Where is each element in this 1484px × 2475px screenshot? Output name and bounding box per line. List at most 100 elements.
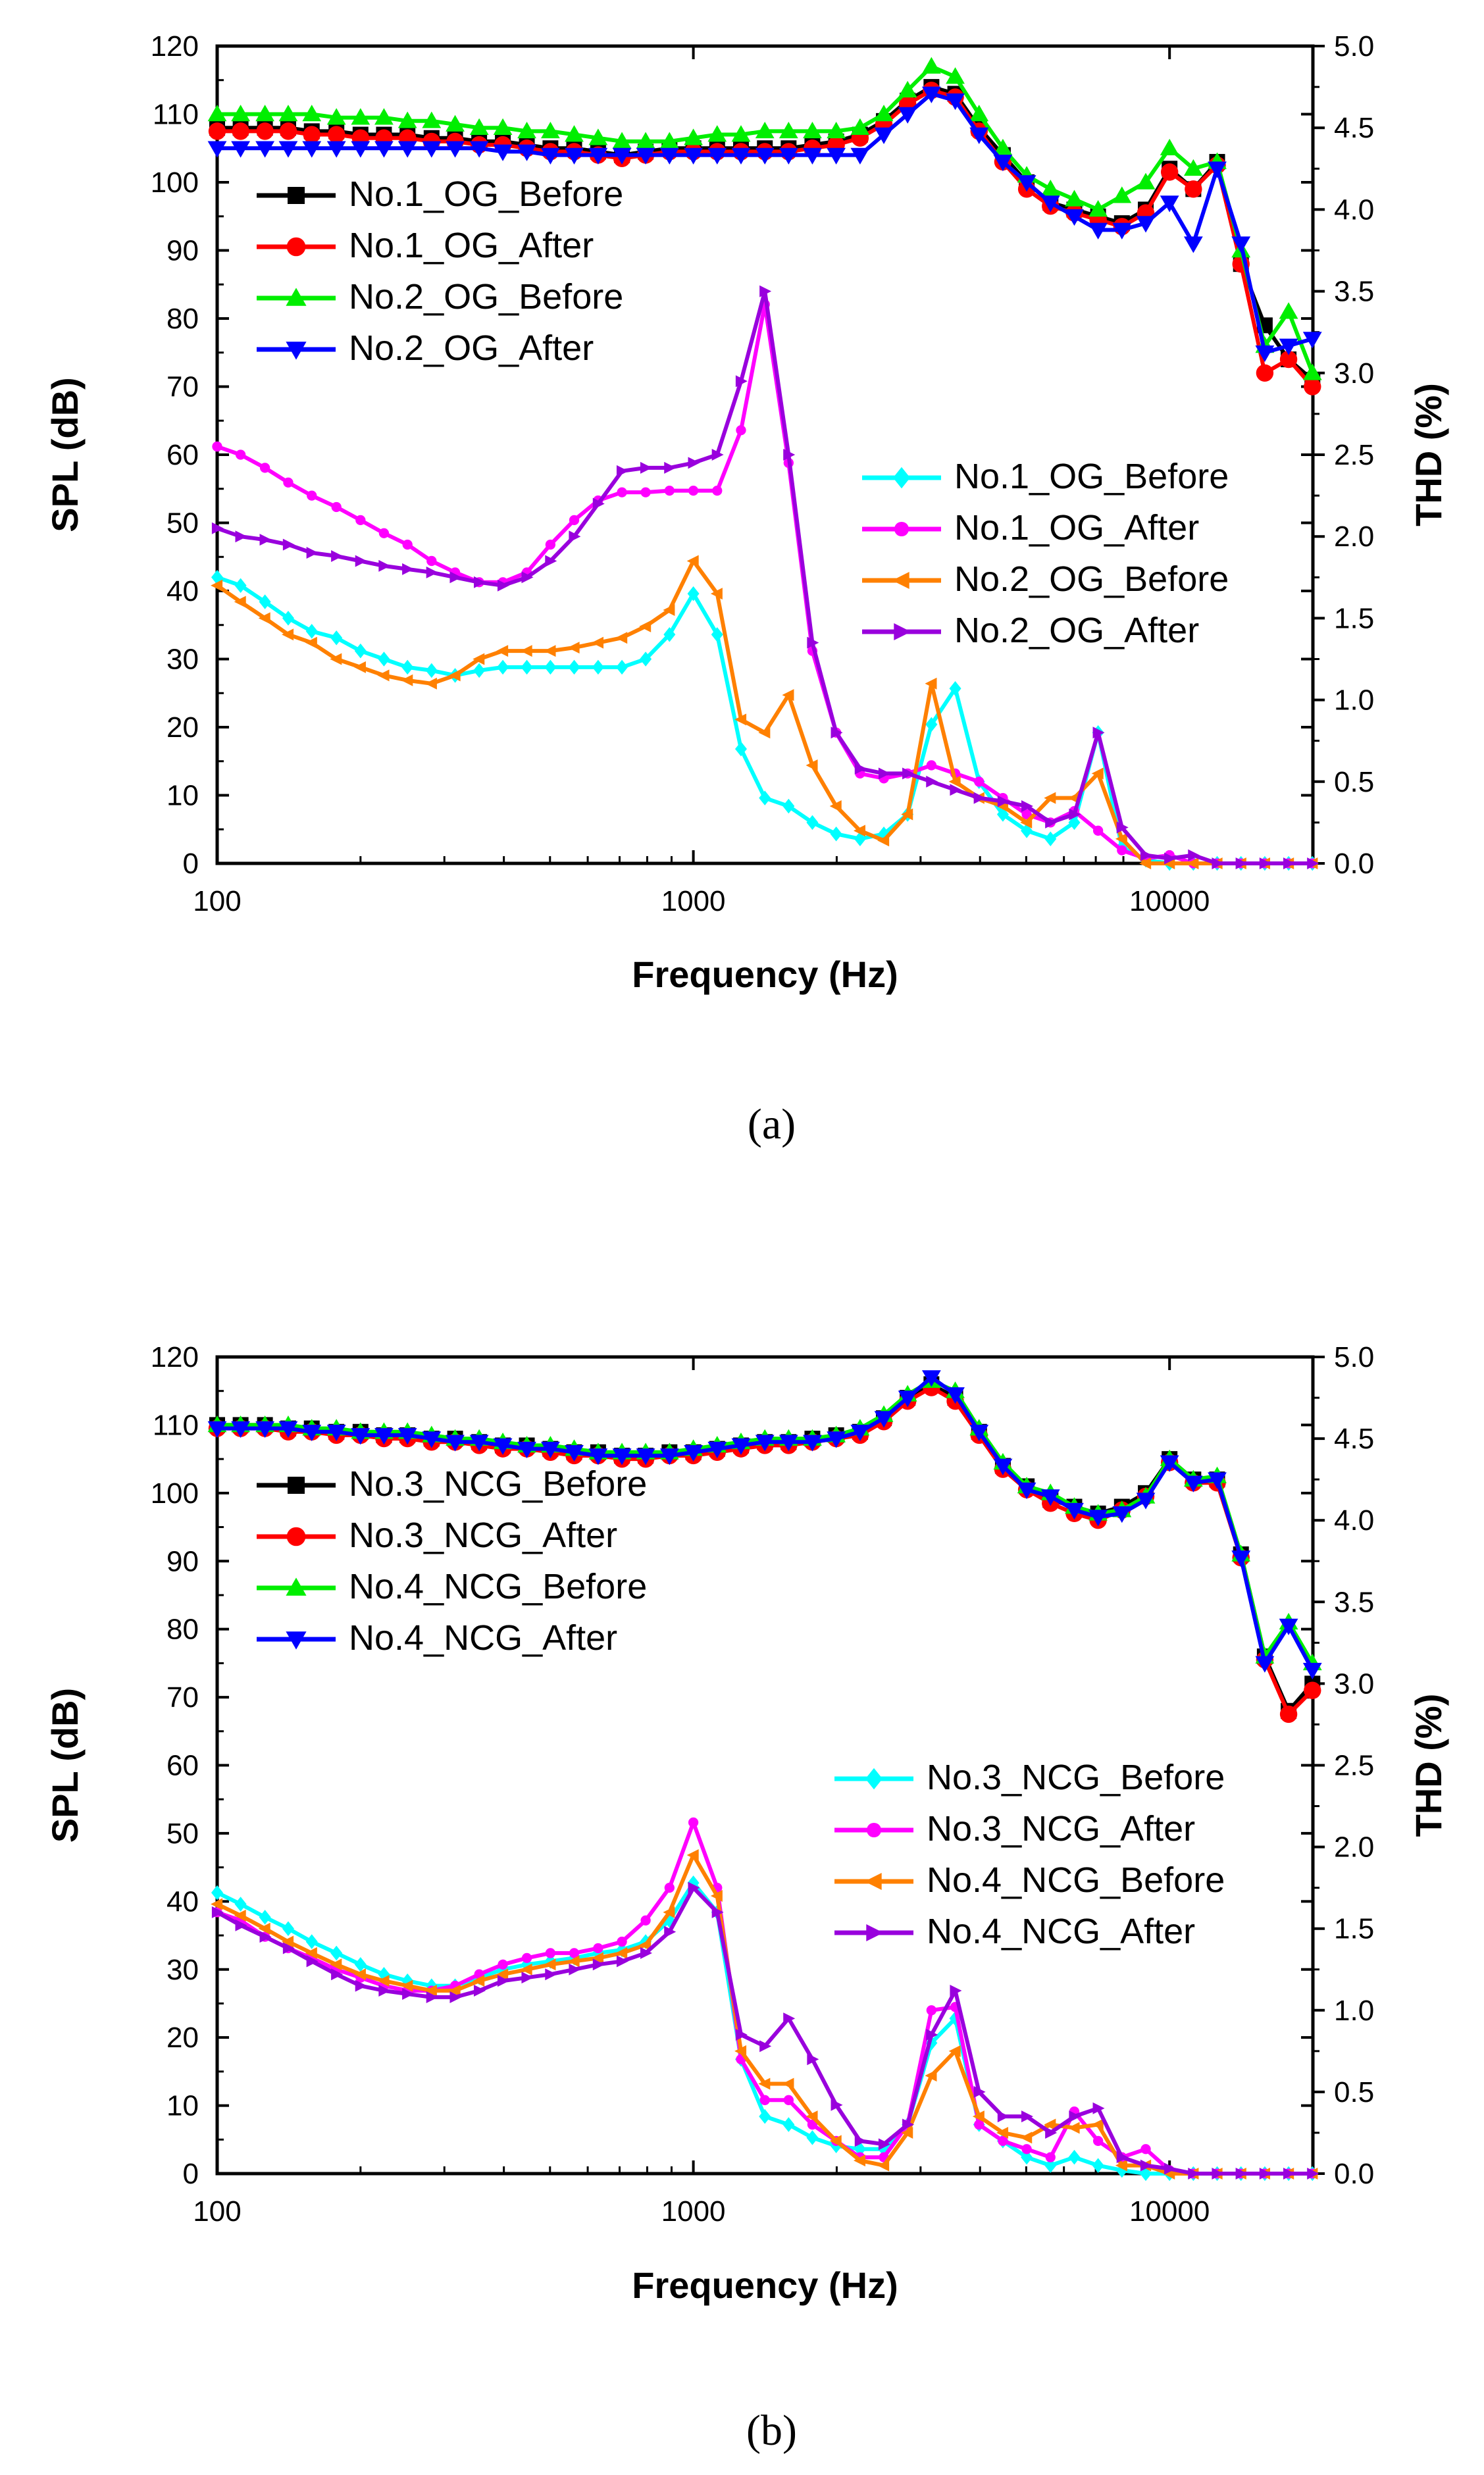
data-point: [827, 147, 846, 165]
y-tick-label: 70: [166, 1681, 199, 1714]
data-point: [588, 1448, 608, 1466]
data-point: [496, 1968, 509, 1981]
data-point: [755, 121, 775, 139]
series-No.2_OG_After: [207, 86, 1322, 363]
data-point: [736, 425, 746, 436]
data-point: [853, 825, 865, 837]
data-point: [783, 449, 796, 461]
data-point: [731, 125, 751, 142]
data-point: [1092, 2158, 1104, 2173]
y2-tick-label: 4.0: [1334, 193, 1374, 226]
data-point: [282, 538, 295, 551]
data-point: [378, 651, 390, 667]
legend-spl: No.3_NCG_Before No.3_NCG_After No.4_NCG_Be…: [257, 1464, 647, 1658]
data-point: [617, 487, 627, 498]
data-point: [969, 105, 989, 122]
y2-tick-label: 4.5: [1334, 1423, 1374, 1455]
data-point: [469, 118, 489, 135]
data-point: [326, 141, 346, 158]
y2-tick-label: 2.0: [1334, 521, 1374, 553]
data-point: [256, 122, 274, 140]
y2-axis-label: THD (%): [1408, 383, 1449, 526]
data-point: [306, 547, 319, 559]
y2-axis-label: THD (%): [1408, 1694, 1449, 1837]
data-point: [898, 80, 917, 98]
y2-tick-label: 1.0: [1334, 1995, 1374, 2027]
data-point: [1092, 2135, 1104, 2147]
data-point: [1279, 338, 1298, 355]
data-point: [305, 1934, 318, 1949]
data-point: [993, 138, 1013, 156]
data-point: [402, 563, 415, 575]
data-point: [898, 107, 917, 124]
y2-tick-label: 3.0: [1334, 1668, 1374, 1700]
data-point: [664, 1883, 675, 1893]
legend-marker: [866, 1822, 882, 1838]
data-point: [255, 1421, 275, 1438]
data-point: [921, 57, 941, 74]
data-point: [779, 121, 798, 139]
data-point: [1045, 816, 1058, 829]
data-point: [351, 141, 371, 158]
legend-label: No.4_NCG_Before: [927, 1860, 1225, 1900]
legend-marker: [286, 1631, 307, 1650]
data-point: [615, 1947, 628, 1959]
data-point: [374, 1428, 394, 1445]
data-point: [1091, 2118, 1104, 2131]
data-point: [565, 147, 584, 165]
data-point: [806, 2110, 818, 2123]
data-point: [592, 498, 605, 510]
data-point: [921, 1370, 941, 1387]
legend-label: No.1_OG_Before: [349, 174, 623, 214]
data-point: [426, 566, 438, 578]
y2-tick-label: 3.5: [1334, 1586, 1374, 1618]
data-point: [426, 1991, 438, 2003]
y-tick-label: 100: [151, 166, 199, 199]
data-point: [474, 1985, 486, 1997]
y-tick-label: 60: [166, 439, 199, 471]
data-point: [684, 1444, 703, 1462]
data-point: [1065, 190, 1084, 207]
data-point: [331, 550, 344, 563]
data-point: [302, 1424, 322, 1442]
data-point: [493, 144, 513, 161]
data-point: [211, 1885, 223, 1901]
data-point: [588, 128, 608, 145]
data-point: [331, 1968, 344, 1981]
data-point: [588, 147, 608, 165]
data-point: [282, 1935, 294, 1948]
legend-label: No.3_NCG_Before: [927, 1758, 1225, 1797]
legend-marker: [286, 342, 307, 360]
legend-marker: [286, 1577, 307, 1596]
data-point: [446, 115, 465, 132]
data-point: [569, 1963, 581, 1976]
data-point: [1088, 222, 1108, 240]
y2-tick-label: 4.0: [1334, 1504, 1374, 1537]
data-point: [567, 1955, 580, 1968]
data-point: [521, 571, 534, 584]
data-point: [1188, 849, 1200, 861]
data-point: [616, 1955, 628, 1968]
data-point: [664, 1926, 677, 1938]
data-point: [449, 571, 462, 584]
data-point: [521, 1972, 534, 1984]
data-point: [711, 449, 724, 461]
data-point: [1140, 849, 1152, 861]
data-point: [806, 759, 818, 771]
y2-tick-label: 0.0: [1334, 848, 1374, 880]
data-point: [1283, 857, 1295, 869]
data-point: [1188, 2168, 1200, 2180]
data-point: [1302, 363, 1322, 380]
series-No.4_NCG_After: [207, 1370, 1322, 1680]
data-point: [1020, 2131, 1033, 2144]
y2-tick-label: 2.5: [1334, 1750, 1374, 1782]
y-axis-label: SPL (dB): [44, 1688, 86, 1843]
data-point: [640, 1915, 651, 1926]
series-No.2_OG_Before: [211, 555, 1318, 869]
data-point: [1302, 332, 1322, 349]
chart-panel-b: 0 10 20 30 40 50 60 70 80 90 100 110 120 0.0 0.5 1.0 1.5…: [44, 1341, 1449, 2455]
data-point: [330, 1945, 343, 1961]
data-point: [926, 760, 937, 771]
data-point: [639, 1939, 652, 1951]
data-point: [258, 612, 270, 625]
